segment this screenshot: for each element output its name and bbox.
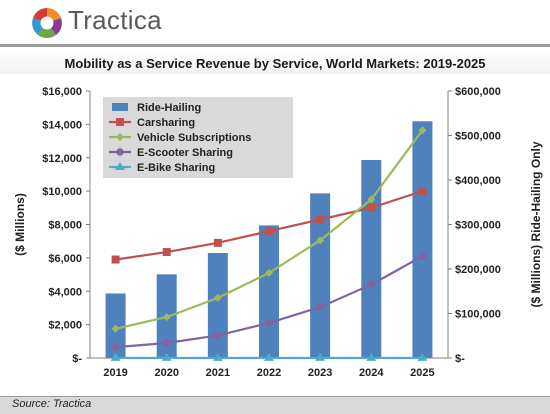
y2-tick-label: $300,000 xyxy=(455,220,501,232)
x-tick-label: 2021 xyxy=(206,367,230,379)
chart: $- $2,000 $4,000 $6,000 $8,000 $10,000 $12,000… xyxy=(13,86,543,379)
tractica-logo-icon xyxy=(30,6,64,45)
source-bar: Source: Tractica xyxy=(0,396,550,414)
point-vehicle-subscriptions xyxy=(367,195,376,204)
y2-tick-label: $400,000 xyxy=(455,175,501,187)
point-e-bike-sharing xyxy=(417,352,428,361)
bar-ride-hailing xyxy=(259,225,279,358)
x-tick-label: 2024 xyxy=(359,367,384,379)
legend-marker xyxy=(115,162,125,170)
legend-marker xyxy=(116,148,124,156)
point-carsharing xyxy=(265,227,273,236)
point-carsharing xyxy=(418,187,427,196)
y-tick-label: $2,000 xyxy=(48,320,82,332)
point-carsharing xyxy=(316,215,325,224)
legend-label: E-Scooter Sharing xyxy=(137,147,233,159)
y2-tick-label: $500,000 xyxy=(455,131,501,143)
point-carsharing xyxy=(213,238,222,247)
y-axis-label: ($ Millions) xyxy=(13,193,27,256)
legend-marker xyxy=(116,133,124,141)
point-carsharing xyxy=(111,255,120,264)
y-tick-label: $6,000 xyxy=(48,253,82,265)
y2-tick-label: $200,000 xyxy=(455,264,501,276)
y-tick-label: $8,000 xyxy=(48,220,82,232)
x-tick-label: 2020 xyxy=(154,367,178,379)
legend-label: E-Bike Sharing xyxy=(137,162,215,174)
bar-ride-hailing xyxy=(207,252,228,358)
point-e-bike-sharing xyxy=(264,352,274,361)
point-vehicle-subscriptions xyxy=(213,293,222,302)
point-e-scooter-sharing xyxy=(111,343,120,351)
y2-tick-label: $600,000 xyxy=(455,86,501,98)
point-e-scooter-sharing xyxy=(214,331,222,340)
source-text: Source: Tractica xyxy=(12,398,92,410)
y2-axis-label: ($ Millions) Ride-Hailing Only xyxy=(529,141,543,307)
chart-title: Mobility as a Service Revenue by Service… xyxy=(64,56,486,71)
bar-ride-hailing xyxy=(412,121,433,358)
point-e-bike-sharing xyxy=(161,352,172,361)
x-tick-label: 2025 xyxy=(410,367,434,379)
point-e-scooter-sharing xyxy=(265,319,273,327)
header: Tractica xyxy=(0,0,550,44)
x-tick-label: 2022 xyxy=(257,367,281,379)
point-vehicle-subscriptions xyxy=(162,313,171,322)
point-e-bike-sharing xyxy=(110,352,121,361)
point-carsharing xyxy=(162,248,171,257)
point-e-scooter-sharing xyxy=(316,303,324,311)
title-band xyxy=(0,50,550,74)
point-vehicle-subscriptions xyxy=(265,268,273,277)
y-tick-label: $- xyxy=(72,353,82,365)
point-e-scooter-sharing xyxy=(418,252,427,261)
point-vehicle-subscriptions xyxy=(111,324,120,333)
point-carsharing xyxy=(367,203,376,212)
point-vehicle-subscriptions xyxy=(418,126,427,135)
legend-label: Vehicle Subscriptions xyxy=(137,132,251,144)
legend-box xyxy=(103,97,293,178)
x-tick-label: 2019 xyxy=(103,367,127,379)
point-e-scooter-sharing xyxy=(162,339,171,347)
legend-swatch xyxy=(112,103,128,111)
point-e-bike-sharing xyxy=(315,352,326,361)
y-tick-label: $10,000 xyxy=(42,186,82,198)
bar-ride-hailing xyxy=(310,193,331,358)
y-tick-label: $12,000 xyxy=(42,153,82,165)
point-e-bike-sharing xyxy=(212,352,223,361)
y-tick-label: $4,000 xyxy=(48,286,82,298)
point-e-bike-sharing xyxy=(366,352,377,361)
legend-marker xyxy=(116,118,124,126)
y2-tick-label: $- xyxy=(455,353,465,365)
x-tick-label: 2023 xyxy=(308,367,332,379)
legend-label: Carsharing xyxy=(137,117,195,129)
point-e-scooter-sharing xyxy=(367,280,376,289)
point-vehicle-subscriptions xyxy=(316,236,325,245)
legend-label: Ride-Hailing xyxy=(137,102,201,114)
header-divider xyxy=(0,44,550,47)
brand-name: Tractica xyxy=(68,5,162,35)
y-tick-label: $16,000 xyxy=(42,86,82,98)
y-tick-label: $14,000 xyxy=(42,119,82,131)
y2-tick-label: $100,000 xyxy=(455,309,501,321)
